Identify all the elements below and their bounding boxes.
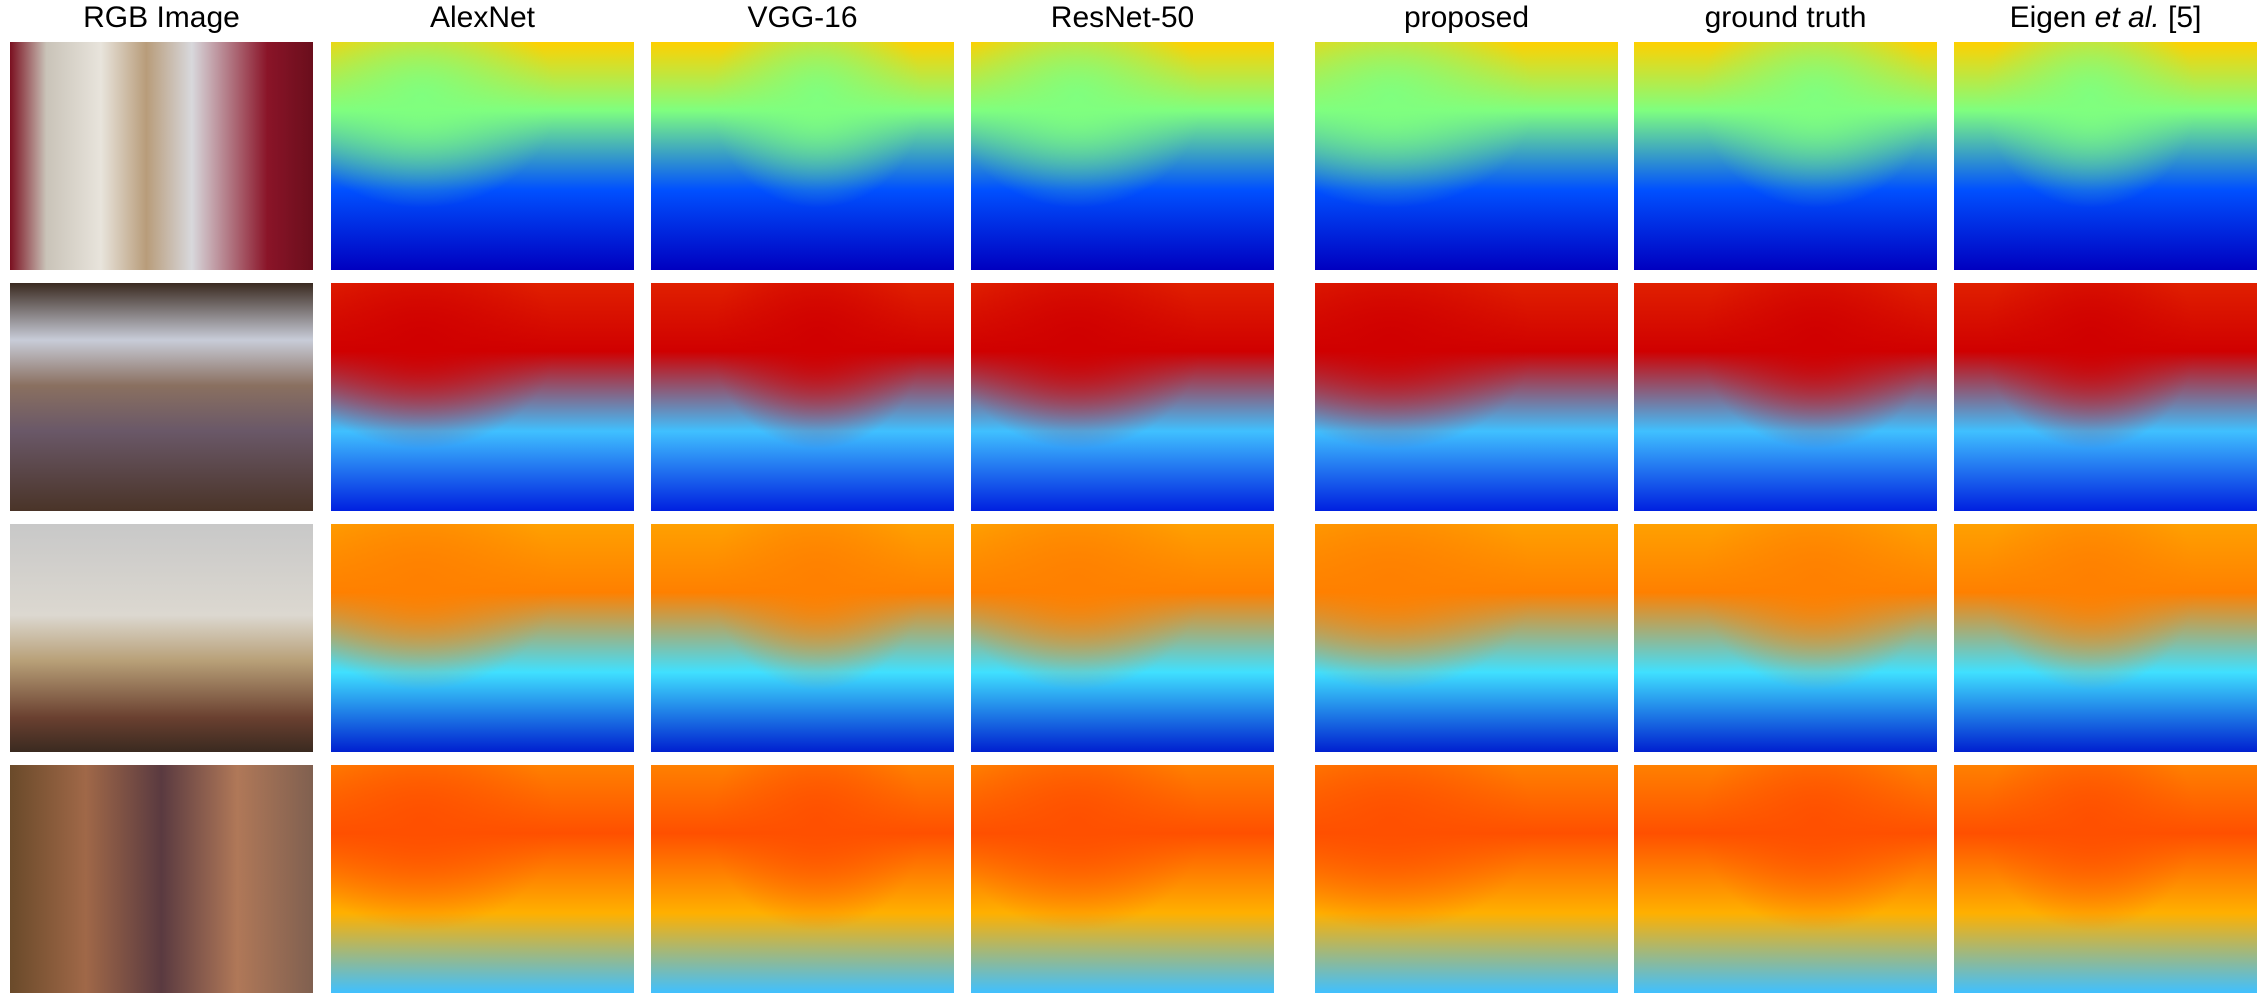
depth-map [651, 524, 954, 752]
reference: [5] [2168, 1, 2202, 34]
column-header: AlexNet [429, 1, 536, 34]
rgb-image [10, 283, 313, 511]
column-header: ground truth [1704, 1, 1867, 34]
column-header: ResNet-50 [1050, 1, 1195, 34]
depth-map [651, 765, 954, 993]
depth-map [331, 524, 634, 752]
depth-map [971, 283, 1274, 511]
column-header: RGB Image [83, 1, 240, 34]
rgb-image [10, 765, 313, 993]
depth-map [1954, 524, 2257, 752]
depth-map [1954, 42, 2257, 270]
column-header: Eigen et al. [5] [1954, 0, 2257, 36]
rgb-image [10, 524, 313, 752]
depth-map [331, 42, 634, 270]
depth-map [1634, 765, 1937, 993]
depth-map [1954, 283, 2257, 511]
depth-map [971, 524, 1274, 752]
depth-map [1634, 42, 1937, 270]
depth-map [651, 283, 954, 511]
et-al: et al. [2094, 1, 2160, 34]
depth-map [971, 42, 1274, 270]
depth-map [1315, 765, 1618, 993]
depth-map [1315, 283, 1618, 511]
rgb-image [10, 42, 313, 270]
author: Eigen [2009, 1, 2087, 34]
depth-map [1634, 524, 1937, 752]
depth-map [971, 765, 1274, 993]
column-header: VGG-16 [747, 1, 858, 34]
depth-map [1634, 283, 1937, 511]
depth-map [1954, 765, 2257, 993]
depth-map [331, 765, 634, 993]
depth-map [1315, 42, 1618, 270]
depth-map [331, 283, 634, 511]
column-header: proposed [1403, 1, 1530, 34]
depth-map [651, 42, 954, 270]
depth-map [1315, 524, 1618, 752]
